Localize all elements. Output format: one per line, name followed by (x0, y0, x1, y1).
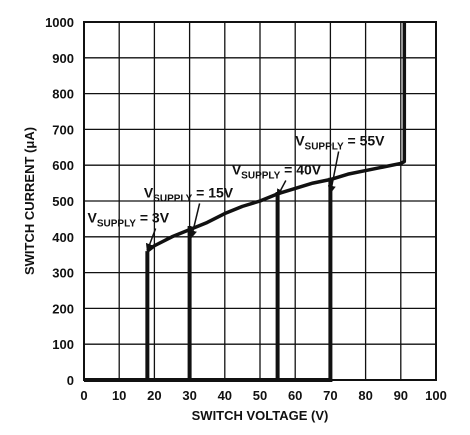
envelope-curve (146, 22, 407, 253)
x-tick-label: 90 (394, 388, 408, 403)
series-lines (84, 22, 407, 382)
x-tick-label: 0 (80, 388, 87, 403)
annotation-label: VSUPPLY = 40V (232, 162, 322, 182)
y-tick-label: 800 (52, 87, 74, 102)
tick-labels: 0 10 20 30 40 50 60 70 80 90 100010020030040050060… (45, 15, 447, 403)
x-tick-label: 60 (288, 388, 302, 403)
y-tick-label: 900 (52, 51, 74, 66)
y-tick-label: 0 (67, 373, 74, 388)
annotation-arrow (327, 151, 340, 194)
x-tick-label: 10 (112, 388, 126, 403)
x-tick-label: 40 (218, 388, 232, 403)
annotation-label: VSUPPLY = 3V (88, 209, 170, 229)
x-axis-label: SWITCH VOLTAGE (V) (192, 408, 329, 423)
series-line-3v (84, 251, 150, 382)
annotation-arrow (189, 203, 201, 239)
annotation-label: VSUPPLY = 15V (144, 184, 234, 204)
annotation-arrow (145, 228, 157, 252)
y-tick-label: 500 (52, 194, 74, 209)
annotation-label: VSUPPLY = 55V (295, 133, 385, 153)
series-line-55v (84, 177, 333, 382)
grid (83, 21, 437, 381)
x-tick-label: 20 (147, 388, 161, 403)
y-tick-label: 200 (52, 301, 74, 316)
x-tick-label: 30 (182, 388, 196, 403)
x-tick-label: 70 (323, 388, 337, 403)
x-tick-label: 80 (358, 388, 372, 403)
annotation-arrow (276, 180, 287, 198)
y-tick-label: 700 (52, 122, 74, 137)
x-tick-label: 100 (425, 388, 447, 403)
y-tick-label: 600 (52, 158, 74, 173)
y-tick-label: 400 (52, 230, 74, 245)
y-tick-label: 100 (52, 337, 74, 352)
x-tick-label: 50 (253, 388, 267, 403)
series-line-15v (84, 226, 192, 382)
y-tick-label: 300 (52, 266, 74, 281)
y-axis-label: SWITCH CURRENT (μA) (22, 127, 37, 275)
y-tick-label: 1000 (45, 15, 74, 30)
